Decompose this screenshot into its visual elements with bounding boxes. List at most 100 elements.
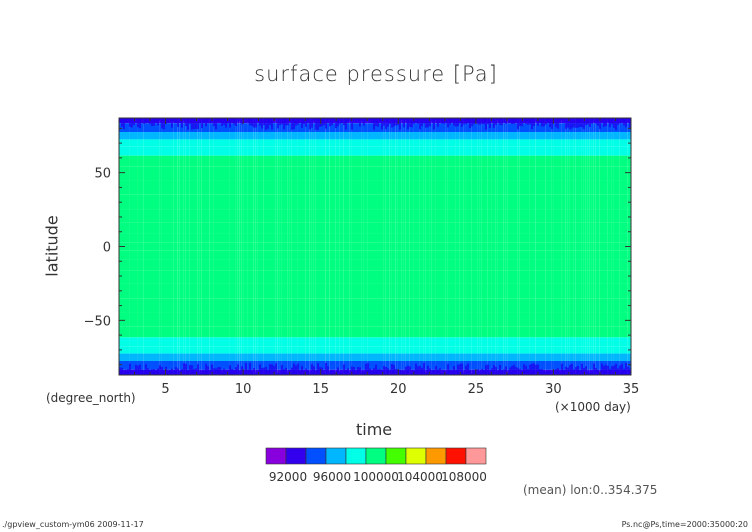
polar-edge-south xyxy=(329,371,331,375)
heatmap-streak xyxy=(329,118,330,375)
polar-edge-north xyxy=(293,118,295,130)
heatmap-band xyxy=(119,312,631,327)
polar-edge-south xyxy=(283,369,285,375)
polar-edge-north xyxy=(483,118,485,125)
polar-edge-north xyxy=(493,118,495,128)
colorbar-swatch xyxy=(465,447,487,465)
heatmap-streak xyxy=(289,118,290,375)
polar-edge-south xyxy=(461,363,463,375)
polar-edge-north xyxy=(245,118,247,121)
polar-edge-north xyxy=(333,118,335,121)
heatmap-streak xyxy=(429,118,430,375)
polar-edge-north xyxy=(389,118,391,125)
polar-edge-north xyxy=(409,118,411,127)
polar-edge-north xyxy=(283,118,285,130)
polar-edge-south xyxy=(453,366,455,375)
heatmap-streak xyxy=(479,118,480,375)
polar-edge-south xyxy=(533,363,535,375)
heatmap-streak xyxy=(281,118,282,375)
heatmap-streak xyxy=(173,118,174,375)
polar-edge-south xyxy=(543,371,545,375)
polar-edge-south xyxy=(133,370,135,375)
polar-edge-north xyxy=(567,118,569,128)
polar-edge-south xyxy=(313,366,315,375)
polar-edge-south xyxy=(297,363,299,375)
polar-edge-south xyxy=(555,369,557,375)
x-axis: 5 10 15 20 25 30 35 xyxy=(118,118,639,397)
polar-edge-south xyxy=(605,364,607,375)
polar-edge-north xyxy=(607,118,609,122)
heatmap-streak xyxy=(241,118,242,375)
polar-edge-south xyxy=(617,368,619,375)
heatmap-streak xyxy=(183,118,184,375)
polar-edge-north xyxy=(129,118,131,127)
polar-edge-south xyxy=(145,364,147,375)
x-tick-label: 20 xyxy=(390,382,407,397)
heatmap-streak xyxy=(593,118,594,375)
polar-edge-north xyxy=(321,118,323,127)
footer-left: ./gpview_custom-ym06 2009-11-17 xyxy=(2,520,144,529)
polar-edge-north xyxy=(369,118,371,121)
polar-edge-south xyxy=(557,368,559,375)
polar-edge-south xyxy=(139,364,141,375)
polar-edge-north xyxy=(481,118,483,124)
polar-edge-south xyxy=(487,364,489,375)
polar-edge-north xyxy=(195,118,197,129)
polar-edge-north xyxy=(367,118,369,122)
polar-edge-north xyxy=(153,118,155,126)
heatmap-streak xyxy=(397,118,398,375)
polar-edge-north xyxy=(175,118,177,123)
heatmap-streak xyxy=(589,118,590,375)
polar-edge-south xyxy=(589,372,591,375)
polar-edge-south xyxy=(363,371,365,375)
polar-edge-north xyxy=(451,118,453,122)
polar-edge-north xyxy=(447,118,449,128)
polar-edge-north xyxy=(123,118,125,130)
polar-edge-south xyxy=(587,371,589,375)
heatmap-streak xyxy=(185,118,186,375)
heatmap-streak xyxy=(569,118,570,375)
heatmap-streak xyxy=(257,118,258,375)
polar-edge-north xyxy=(575,118,577,128)
polar-edge-south xyxy=(273,365,275,375)
polar-edge-south xyxy=(243,371,245,375)
polar-edge-south xyxy=(569,364,571,375)
heatmap-streak xyxy=(465,118,466,375)
polar-edge-north xyxy=(501,118,503,126)
polar-edge-north xyxy=(445,118,447,124)
polar-edge-south xyxy=(265,366,267,375)
colorbar-swatch xyxy=(405,447,427,465)
polar-edge-north xyxy=(399,118,401,130)
polar-edge-south xyxy=(247,369,249,375)
polar-edge-north xyxy=(499,118,501,125)
polar-edge-south xyxy=(621,363,623,375)
polar-edge-south xyxy=(433,370,435,375)
polar-edge-south xyxy=(351,366,353,375)
colorbar-label: 96000 xyxy=(313,470,351,484)
polar-edge-north xyxy=(239,118,241,122)
y-axis: −50 0 50 xyxy=(84,127,631,366)
polar-edge-south xyxy=(195,368,197,375)
polar-edge-south xyxy=(593,363,595,375)
polar-edge-south xyxy=(123,372,125,375)
polar-edge-south xyxy=(361,371,363,375)
heatmap-streak xyxy=(561,118,562,375)
polar-edge-north xyxy=(587,118,589,125)
polar-edge-south xyxy=(501,370,503,375)
polar-edge-north xyxy=(267,118,269,129)
polar-edge-north xyxy=(341,118,343,123)
polar-edge-south xyxy=(511,365,513,375)
polar-edge-south xyxy=(477,369,479,375)
polar-edge-south xyxy=(303,372,305,375)
colorbar-swatch xyxy=(385,447,407,465)
polar-edge-north xyxy=(373,118,375,130)
polar-edge-north xyxy=(169,118,171,121)
polar-edge-north xyxy=(141,118,143,121)
polar-edge-south xyxy=(241,366,243,375)
heatmap-band xyxy=(119,250,631,260)
polar-edge-south xyxy=(365,363,367,375)
polar-edge-south xyxy=(375,364,377,375)
polar-edge-south xyxy=(393,365,395,375)
polar-edge-north xyxy=(313,118,315,122)
polar-edge-north xyxy=(261,118,263,129)
